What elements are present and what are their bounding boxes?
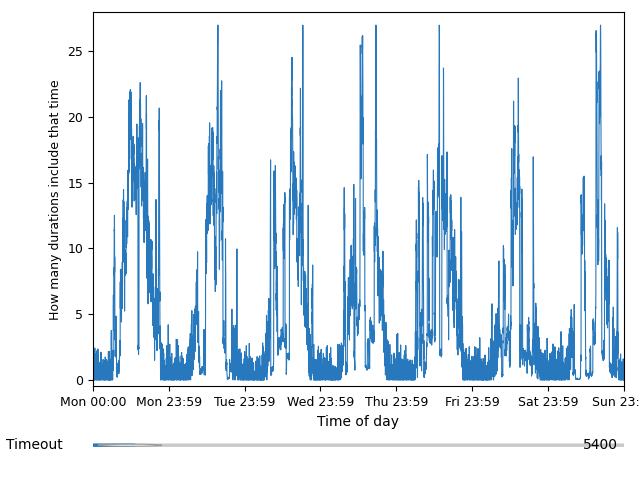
Circle shape (98, 444, 162, 446)
Text: 5400: 5400 (582, 438, 618, 452)
Y-axis label: How many durations include that time: How many durations include that time (49, 79, 61, 320)
X-axis label: Time of day: Time of day (317, 415, 399, 429)
FancyBboxPatch shape (88, 444, 135, 447)
FancyBboxPatch shape (88, 444, 629, 447)
Text: Timeout: Timeout (6, 438, 63, 452)
